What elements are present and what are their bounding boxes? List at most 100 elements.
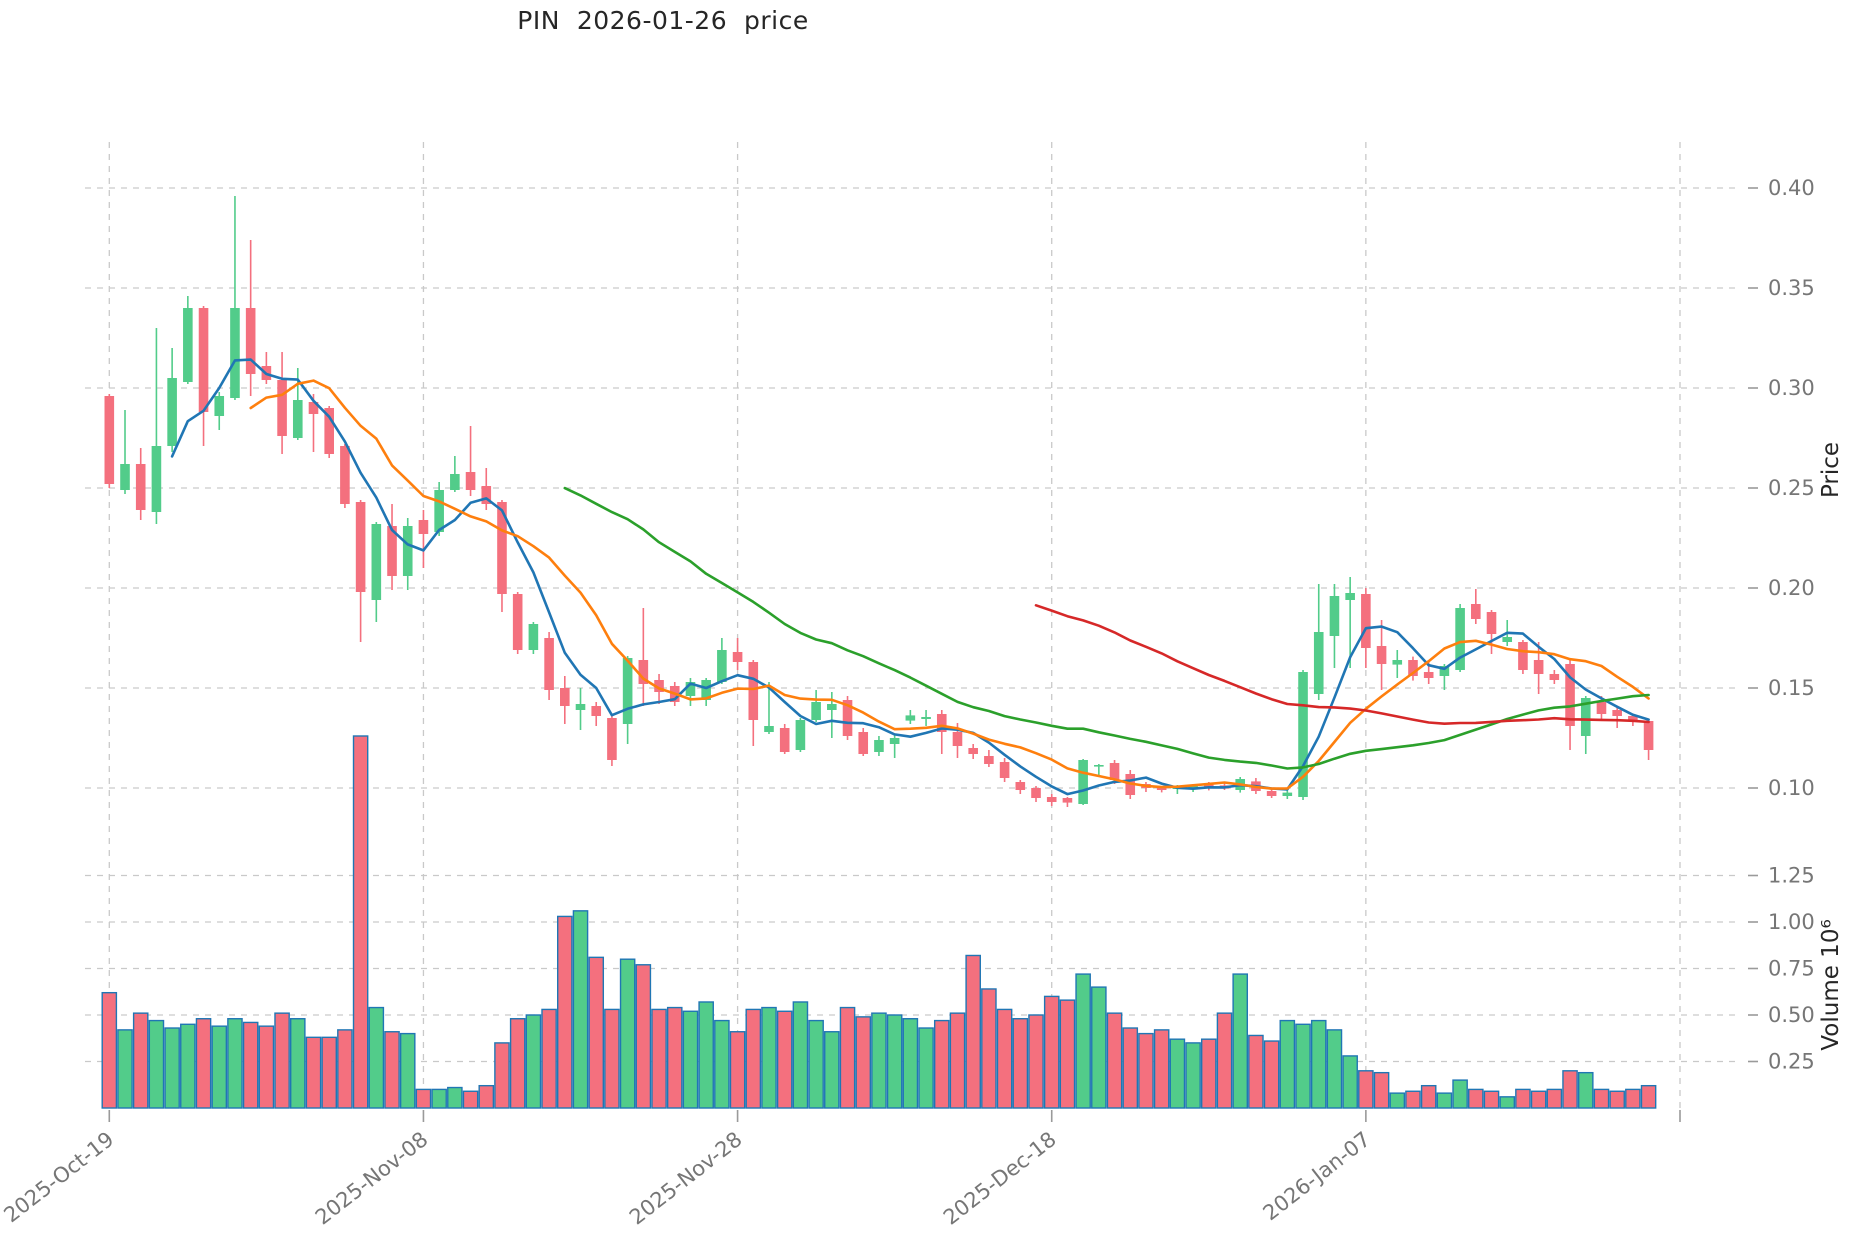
ma-line-60	[1034, 604, 1650, 725]
candle-body	[607, 718, 617, 760]
volume-bar	[1562, 1070, 1578, 1109]
volume-bar	[258, 1025, 275, 1109]
candle-body	[811, 702, 821, 720]
price-tick-label: 0.40	[1768, 176, 1815, 200]
candle-body	[104, 396, 115, 484]
volume-bar	[368, 1006, 385, 1109]
candle-body	[732, 652, 743, 662]
volume-bar	[886, 1014, 903, 1109]
volume-axis-label: Volume 10⁶	[1818, 919, 1844, 1050]
price-tick-label: 0.25	[1768, 476, 1815, 500]
candle-body	[1628, 716, 1638, 720]
candle-body	[340, 446, 350, 504]
volume-bar	[1420, 1084, 1437, 1109]
chart-title: PIN 2026-01-26 price	[517, 6, 809, 35]
x-tick-label: 2025-Dec-18	[939, 1127, 1061, 1230]
candle-body	[1313, 632, 1324, 694]
candle-body	[622, 658, 633, 724]
ma-line-5	[170, 358, 1650, 796]
volume-bar	[1169, 1038, 1186, 1109]
candle-body	[1015, 782, 1026, 790]
candle-body	[277, 380, 287, 436]
candle-body	[638, 660, 649, 684]
candle-body	[1502, 637, 1513, 642]
candle-body	[654, 680, 664, 692]
volume-bar	[1499, 1096, 1516, 1109]
volume-bar	[1059, 999, 1076, 1109]
candle-body	[1565, 664, 1575, 726]
candle-body	[1156, 787, 1167, 790]
candle-body	[1345, 593, 1355, 600]
volume-bar	[117, 1029, 133, 1109]
volume-bar	[1028, 1014, 1044, 1109]
volume-bar	[132, 1012, 149, 1109]
volume-bar	[399, 1032, 416, 1109]
candle-body	[497, 502, 507, 594]
candle-body	[905, 715, 916, 721]
volume-bar	[1122, 1027, 1139, 1109]
candle-body	[465, 472, 476, 490]
volume-bar	[195, 1018, 212, 1109]
candle-body	[1062, 798, 1073, 803]
volume-bar	[1232, 973, 1249, 1109]
candle-body	[764, 726, 774, 732]
volume-bar	[525, 1014, 542, 1109]
volume-bar	[148, 1019, 165, 1109]
volume-bar	[1640, 1084, 1657, 1109]
volume-tick-label: 0.25	[1768, 1050, 1815, 1074]
price-tick-label: 0.10	[1768, 776, 1815, 800]
volume-bar	[1200, 1038, 1217, 1109]
candle-body	[701, 680, 711, 700]
volume-bar	[1216, 1012, 1233, 1109]
candle-body	[167, 378, 177, 446]
volume-bar	[1609, 1090, 1625, 1109]
volume-bar	[305, 1036, 322, 1109]
volume-bar	[651, 1008, 667, 1109]
candle-body	[1078, 760, 1088, 804]
candle-body	[151, 446, 162, 512]
candle-body	[591, 706, 602, 716]
candle-body	[1298, 672, 1308, 797]
candle-body	[1329, 596, 1340, 636]
candle-body	[1376, 646, 1387, 664]
price-tick-label: 0.15	[1768, 676, 1815, 700]
candle-body	[1046, 797, 1057, 802]
volume-bar	[588, 956, 605, 1109]
candle-body	[402, 526, 413, 576]
volume-bar	[698, 1001, 714, 1109]
volume-bar	[1577, 1071, 1594, 1109]
volume-bar	[1138, 1032, 1154, 1109]
volume-bar	[666, 1006, 683, 1109]
volume-bar	[541, 1008, 557, 1109]
candle-body	[795, 720, 806, 750]
volume-bar	[1405, 1090, 1421, 1109]
candle-body	[1439, 666, 1450, 676]
candle-body	[1549, 674, 1560, 680]
volume-bar	[478, 1084, 495, 1109]
candle-body	[717, 650, 727, 682]
volume-bar	[462, 1090, 479, 1109]
volume-bar	[682, 1010, 699, 1109]
candle-body	[1392, 660, 1403, 665]
candle-body	[1094, 765, 1104, 767]
volume-tick-label: 0.75	[1768, 957, 1815, 981]
volume-bar	[918, 1027, 934, 1109]
candle-body	[1423, 672, 1434, 678]
candle-body	[889, 738, 900, 744]
candle-body	[355, 502, 366, 592]
volume-bar	[1358, 1070, 1374, 1109]
volume-bar	[1106, 1012, 1123, 1109]
candle-body	[1031, 788, 1041, 798]
volume-bar	[289, 1018, 306, 1109]
candle-body	[779, 728, 790, 752]
volume-bar	[729, 1031, 746, 1109]
candle-body	[1266, 791, 1277, 796]
x-tick-label: 2025-Nov-08	[311, 1127, 433, 1229]
volume-bar	[164, 1027, 180, 1109]
volume-bar	[1310, 1019, 1327, 1109]
volume-bar	[274, 1012, 290, 1109]
candle-body	[230, 308, 240, 398]
volume-bar	[101, 991, 118, 1109]
volume-bar	[1185, 1042, 1201, 1109]
